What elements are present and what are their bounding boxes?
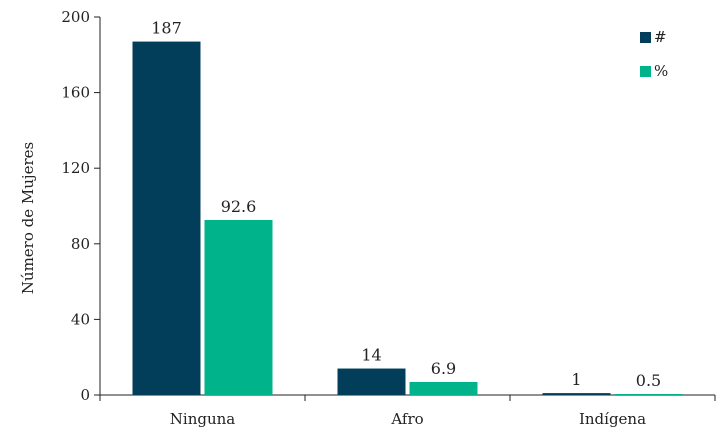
bar-indigena-series-1	[542, 393, 611, 395]
y-tick-label: 40	[71, 310, 90, 328]
y-axis-title: Número de Mujeres	[19, 142, 37, 294]
y-tick-label: 0	[80, 386, 90, 404]
bar-labels: 187 92.6 14 6.9 1 0.5	[151, 19, 661, 390]
bar-afro-series-1	[337, 368, 406, 395]
x-tick-label-indigena: Indígena	[579, 410, 646, 428]
x-tick-label-afro: Afro	[390, 410, 423, 428]
legend: #%	[640, 28, 668, 80]
bar-ninguna-series-2	[204, 219, 273, 395]
y-axis: 0 40 80 120 160 200	[61, 8, 101, 404]
bar-afro-series-2	[409, 381, 478, 395]
bar-label-afro-series-2: 6.9	[431, 359, 456, 378]
y-tick-label: 120	[61, 159, 90, 177]
bar-ninguna-series-1	[132, 41, 201, 395]
bars	[132, 41, 683, 395]
bar-label-ninguna-series-2: 92.6	[221, 197, 257, 216]
x-axis: Ninguna Afro Indígena	[99, 394, 716, 428]
bar-label-indigena-series-2: 0.5	[636, 371, 661, 390]
bar-label-afro-series-1: 14	[361, 346, 381, 365]
y-tick-label: 200	[61, 8, 90, 26]
bar-label-indigena-series-1: 1	[571, 370, 581, 389]
x-tick-label-ninguna: Ninguna	[170, 410, 236, 428]
y-tick-label: 160	[61, 84, 90, 102]
legend-label-series-2: %	[654, 62, 668, 80]
bar-indigena-series-2	[614, 394, 683, 395]
legend-swatch-series-2	[640, 66, 651, 77]
y-tick-label: 80	[71, 235, 90, 253]
bar-label-ninguna-series-1: 187	[151, 19, 182, 38]
legend-swatch-series-1	[640, 32, 651, 43]
legend-label-series-1: #	[654, 28, 667, 46]
